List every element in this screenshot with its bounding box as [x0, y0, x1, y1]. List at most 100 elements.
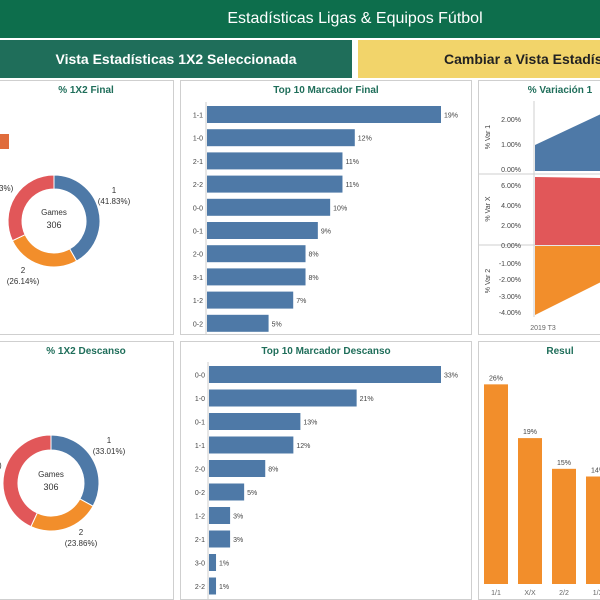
bar-2-0[interactable]	[209, 460, 266, 477]
bar-1-1[interactable]	[207, 106, 441, 123]
category-label: 0-1	[195, 420, 205, 427]
donut-slice-x[interactable]	[2, 434, 52, 528]
value-label: 11%	[345, 159, 359, 166]
bar-X/X[interactable]	[518, 438, 542, 584]
value-label: 8%	[309, 275, 319, 282]
bar-2-1[interactable]	[207, 152, 343, 170]
value-label: 8%	[309, 252, 319, 259]
tick-label: 2.00%	[501, 117, 521, 124]
value-label: 12%	[358, 136, 372, 143]
bar-1/1[interactable]	[484, 384, 508, 584]
area-chart-variacion: % Var 1 % Var X % Var 2 2.00% 1.00% 0.00…	[479, 101, 600, 332]
bar-chart-resultados: 26% 1/1 19% X/X 15% 2/2 14% 1/X	[484, 375, 600, 597]
donut-slice-x[interactable]	[7, 174, 55, 242]
view-1x2-selected-button[interactable]: Vista Estadísticas 1X2 Seleccionada	[0, 40, 352, 78]
category-label: 2-0	[193, 252, 203, 259]
bar-0-1[interactable]	[207, 222, 318, 239]
bar-0-0[interactable]	[207, 198, 331, 216]
category-label: 0-2	[193, 321, 203, 328]
slice-label-2-name: 2	[21, 266, 26, 275]
bar-0-2[interactable]	[209, 483, 245, 501]
value-label: 5%	[272, 321, 282, 328]
category-label: 2-1	[193, 159, 203, 166]
tick-label: 4.00%	[501, 203, 521, 210]
area-var-2	[535, 246, 600, 315]
donut-slice-2[interactable]	[30, 498, 94, 532]
category-label: 1-0	[193, 136, 203, 143]
slice-label-2-pct: (23.86%)	[65, 539, 98, 548]
panel-title: Top 10 Marcador Final	[273, 85, 379, 96]
slice-label-1-pct: (41.83%)	[98, 197, 131, 206]
panel-resultados: Resul 26% 1/1 19% X/X 15% 2/2 14% 1/X	[478, 341, 600, 600]
bar-2-2[interactable]	[207, 175, 343, 193]
category-label: 1-2	[195, 514, 205, 521]
value-label: 26%	[489, 375, 503, 382]
value-label: 1%	[219, 584, 229, 591]
bar-2-0[interactable]	[207, 245, 306, 263]
category-label: 0-0	[193, 205, 203, 212]
legend-color-swatch	[0, 134, 9, 149]
slice-label-2-pct: (26.14%)	[7, 277, 40, 286]
dashboard-title: Estadísticas Ligas & Equipos Fútbol	[227, 10, 483, 27]
value-label: 19%	[523, 429, 537, 436]
donut-center-label: Games	[38, 470, 64, 479]
value-label: 13%	[303, 420, 317, 427]
value-label: 19%	[444, 113, 458, 120]
bar-1/X[interactable]	[586, 476, 600, 585]
bar-0-1[interactable]	[209, 413, 301, 430]
x-tick-label: 2019 T3	[530, 325, 556, 332]
category-label: 2-2	[195, 584, 205, 591]
area-var-x	[535, 177, 600, 245]
tick-label: 0.00%	[501, 167, 521, 174]
tick-label: -4.00%	[499, 310, 521, 317]
bar-2-2[interactable]	[209, 577, 217, 595]
donut-center-value: 306	[46, 220, 61, 230]
category-label: 2/2	[559, 590, 569, 597]
slice-label-1-pct: (33.01%)	[93, 447, 126, 456]
value-label: 7%	[296, 298, 306, 305]
value-label: 9%	[321, 229, 331, 236]
bar-1-0[interactable]	[209, 389, 357, 407]
donut-chart-descanso: Games 306 1 (33.01%) 2 (23.86%) )	[0, 434, 126, 548]
slice-label-2-name: 2	[79, 528, 84, 537]
bar-chart-top10-final: 1-1 19% 1-0 12% 2-1 11% 2-2 11% 0-0 10% 0-1 9% 2-0 8%…	[193, 102, 458, 334]
bar-1-2[interactable]	[207, 291, 294, 309]
value-label: 8%	[268, 467, 278, 474]
bar-3-0[interactable]	[209, 554, 217, 571]
value-label: 33%	[444, 373, 458, 380]
value-label: 5%	[247, 490, 257, 497]
bar-2-1[interactable]	[209, 530, 231, 548]
category-label: 0-0	[195, 373, 205, 380]
category-label: 3-0	[195, 561, 205, 568]
bar-2/2[interactable]	[552, 468, 576, 584]
bar-0-2[interactable]	[207, 314, 269, 332]
bar-0-0[interactable]	[209, 366, 441, 383]
tick-label: -1.00%	[499, 261, 521, 268]
panel-title: Resul	[546, 346, 574, 357]
value-label: 3%	[233, 514, 243, 521]
category-label: 1/1	[491, 590, 501, 597]
slice-label-x-pct: 3%)	[0, 184, 14, 193]
value-label: 15%	[557, 460, 571, 467]
category-label: 1-2	[193, 298, 203, 305]
bar-1-2[interactable]	[209, 507, 231, 524]
donut-chart-final: Games 306 1 (41.83%) 2 (26.14%) 3%)	[0, 134, 131, 286]
bar-1-1[interactable]	[209, 436, 294, 454]
donut-slice-2[interactable]	[11, 234, 78, 268]
axis-title-var-1: % Var 1	[485, 125, 492, 149]
donut-slice-1[interactable]	[53, 174, 101, 262]
tick-label: 0.00%	[501, 243, 521, 250]
slice-label-1-name: 1	[107, 436, 112, 445]
donut-center-label: Games	[41, 208, 67, 217]
bar-1-0[interactable]	[207, 129, 355, 147]
value-label: 3%	[233, 537, 243, 544]
tick-label: 2.00%	[501, 223, 521, 230]
switch-view-label: Cambiar a Vista Estadís	[444, 51, 600, 67]
category-label: 0-1	[193, 229, 203, 236]
value-label: 10%	[333, 205, 347, 212]
switch-view-button[interactable]: Cambiar a Vista Estadís	[358, 40, 600, 78]
axis-title-var-x: % Var X	[485, 196, 492, 221]
panel-descanso-1x2: % 1X2 Descanso Games 306 1 (33.01%) 2 (2…	[0, 341, 174, 600]
category-label: 1-1	[195, 443, 205, 450]
bar-3-1[interactable]	[207, 268, 306, 286]
